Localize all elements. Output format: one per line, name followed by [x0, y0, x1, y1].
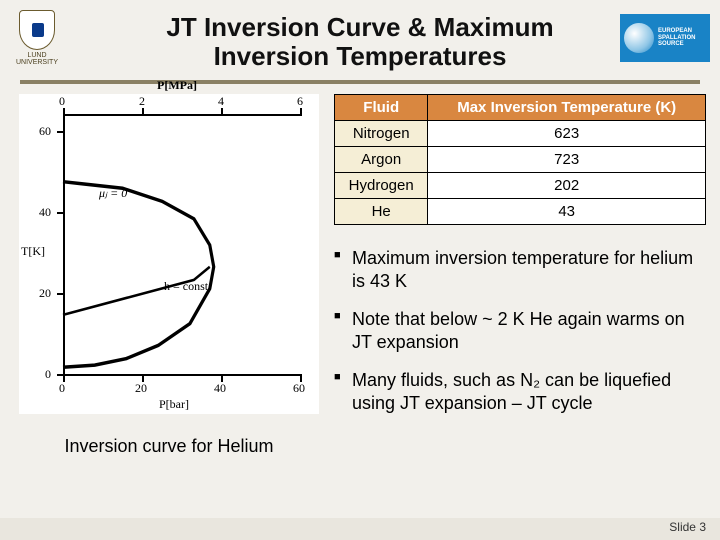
page-title: JT Inversion Curve & Maximum Inversion T…	[166, 13, 553, 70]
xtick-3: 60	[293, 381, 305, 396]
shield-icon	[19, 10, 55, 50]
lund-logo: LUNDUNIVERSITY	[12, 10, 62, 70]
cell-temp: 723	[428, 147, 706, 173]
th-temp: Max Inversion Temperature (K)	[428, 95, 706, 121]
ess-l3: SOURCE	[658, 41, 684, 47]
cell-temp: 623	[428, 121, 706, 147]
inversion-table: Fluid Max Inversion Temperature (K) Nitr…	[334, 94, 706, 225]
left-column: 0 20 40 60 T[K] 0 20 40 60 P[bar] 0 2 4 …	[14, 94, 324, 457]
slide-header: LUNDUNIVERSITY JT Inversion Curve & Maxi…	[0, 0, 720, 80]
cell-temp: 43	[428, 199, 706, 225]
anno-mu: μⱼ = 0	[99, 186, 127, 201]
table-row: Nitrogen623	[335, 121, 706, 147]
globe-icon	[624, 23, 654, 53]
cell-fluid: He	[335, 199, 428, 225]
ytick-0: 0	[45, 367, 51, 382]
lund-name: LUND	[27, 52, 46, 59]
slide-number: Slide 3	[669, 520, 706, 534]
content-area: 0 20 40 60 T[K] 0 20 40 60 P[bar] 0 2 4 …	[0, 84, 720, 457]
cell-temp: 202	[428, 173, 706, 199]
ylabel: T[K]	[21, 244, 45, 259]
cell-fluid: Hydrogen	[335, 173, 428, 199]
ess-l1: EUROPEAN	[658, 28, 692, 34]
ess-l2: SPALLATION	[658, 35, 695, 41]
xttick-0: 0	[59, 94, 65, 109]
xlabel-top: P[MPa]	[157, 78, 197, 93]
th-fluid: Fluid	[335, 95, 428, 121]
anno-h: h = const	[164, 279, 208, 294]
lund-sub: UNIVERSITY	[16, 59, 58, 66]
table-row: He43	[335, 199, 706, 225]
bullet-item: Many fluids, such as N₂ can be liquefied…	[334, 369, 706, 414]
bullet-list: Maximum inversion temperature for helium…	[334, 247, 706, 430]
title-line1: JT Inversion Curve & Maximum	[166, 12, 553, 42]
cell-fluid: Nitrogen	[335, 121, 428, 147]
cell-fluid: Argon	[335, 147, 428, 173]
xttick-1: 2	[139, 94, 145, 109]
xttick-2: 4	[218, 94, 224, 109]
inversion-chart: 0 20 40 60 T[K] 0 20 40 60 P[bar] 0 2 4 …	[19, 94, 319, 414]
xtick-2: 40	[214, 381, 226, 396]
ytick-1: 20	[39, 286, 51, 301]
ess-logo: EUROPEAN SPALLATION SOURCE	[620, 14, 710, 62]
bullet-item: Note that below ~ 2 K He again warms on …	[334, 308, 706, 353]
bullet-item: Maximum inversion temperature for helium…	[334, 247, 706, 292]
title-line2: Inversion Temperatures	[214, 41, 507, 71]
xlabel-bottom: P[bar]	[159, 397, 189, 412]
xttick-3: 6	[297, 94, 303, 109]
ytick-2: 40	[39, 205, 51, 220]
xtick-0: 0	[59, 381, 65, 396]
ytick-3: 60	[39, 124, 51, 139]
chart-svg	[63, 114, 301, 376]
xtick-1: 20	[135, 381, 147, 396]
table-row: Argon723	[335, 147, 706, 173]
chart-caption: Inversion curve for Helium	[64, 436, 273, 457]
table-row: Hydrogen202	[335, 173, 706, 199]
footer-bar	[0, 518, 720, 540]
right-column: Fluid Max Inversion Temperature (K) Nitr…	[334, 94, 706, 457]
